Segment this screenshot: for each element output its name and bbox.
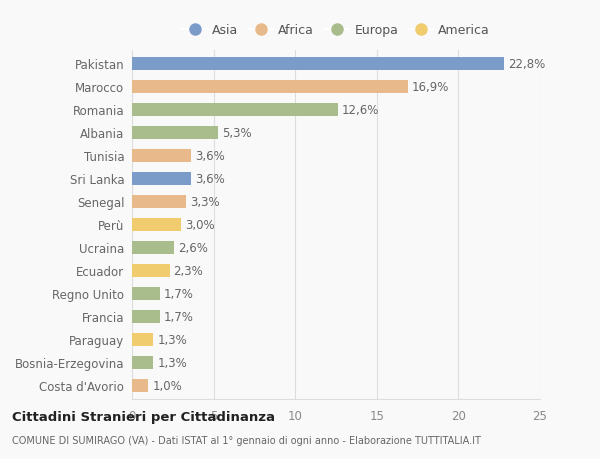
Text: 1,7%: 1,7%: [164, 287, 194, 300]
Bar: [132, 127, 218, 140]
Bar: [132, 241, 175, 254]
Bar: [132, 356, 153, 369]
Text: 1,7%: 1,7%: [164, 310, 194, 323]
Text: 1,0%: 1,0%: [152, 379, 182, 392]
Bar: [132, 104, 338, 117]
Text: 2,6%: 2,6%: [179, 241, 208, 254]
Text: 3,6%: 3,6%: [195, 150, 224, 162]
Bar: [132, 310, 160, 323]
Text: 3,0%: 3,0%: [185, 218, 215, 231]
Bar: [132, 196, 186, 208]
Bar: [132, 379, 148, 392]
Bar: [132, 150, 191, 162]
Legend: Asia, Africa, Europa, America: Asia, Africa, Europa, America: [182, 24, 490, 37]
Bar: [132, 218, 181, 231]
Text: 3,6%: 3,6%: [195, 173, 224, 185]
Bar: [132, 264, 170, 277]
Text: 3,3%: 3,3%: [190, 196, 220, 208]
Text: 5,3%: 5,3%: [223, 127, 252, 140]
Text: 1,3%: 1,3%: [157, 333, 187, 346]
Text: 16,9%: 16,9%: [412, 81, 449, 94]
Bar: [132, 81, 408, 94]
Bar: [132, 173, 191, 185]
Text: 1,3%: 1,3%: [157, 356, 187, 369]
Text: 12,6%: 12,6%: [342, 104, 379, 117]
Bar: [132, 287, 160, 300]
Text: 2,3%: 2,3%: [173, 264, 203, 277]
Text: 22,8%: 22,8%: [508, 58, 545, 71]
Text: Cittadini Stranieri per Cittadinanza: Cittadini Stranieri per Cittadinanza: [12, 410, 275, 423]
Text: COMUNE DI SUMIRAGO (VA) - Dati ISTAT al 1° gennaio di ogni anno - Elaborazione T: COMUNE DI SUMIRAGO (VA) - Dati ISTAT al …: [12, 435, 481, 445]
Bar: [132, 333, 153, 346]
Bar: [132, 58, 504, 71]
